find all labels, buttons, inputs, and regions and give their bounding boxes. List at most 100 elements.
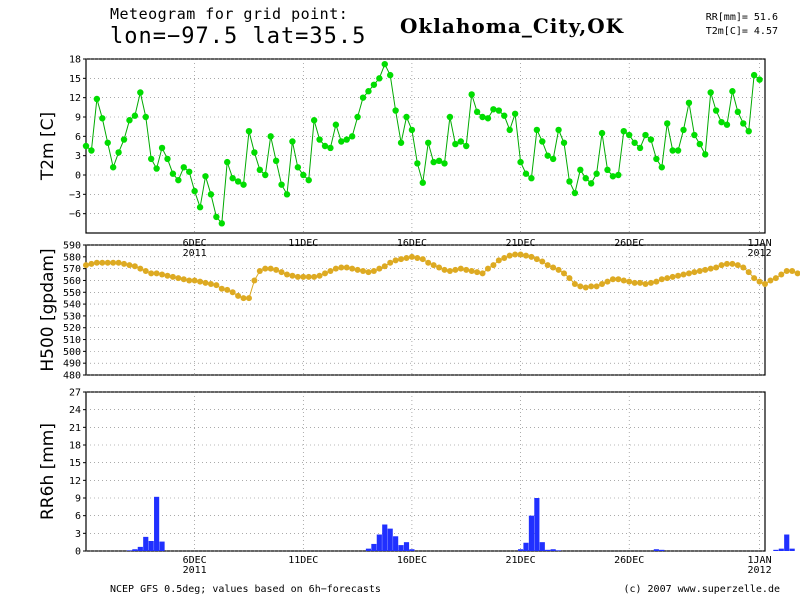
h500-point xyxy=(180,276,187,283)
t2m-point xyxy=(120,136,128,143)
t2m-point xyxy=(251,149,258,156)
t2m-point xyxy=(218,220,225,227)
t2m-point xyxy=(267,133,274,140)
rr6h-bar xyxy=(365,548,372,551)
h500-date-label: 26DEC xyxy=(614,238,644,249)
h500-point xyxy=(159,271,166,278)
h500-point xyxy=(213,282,220,289)
h500-point xyxy=(392,257,399,264)
rr6h-bar xyxy=(398,545,404,551)
h500-point xyxy=(229,289,236,296)
h500-point xyxy=(240,295,247,302)
t2m-point xyxy=(229,175,236,182)
t2m-point xyxy=(750,71,758,79)
h500-point xyxy=(262,265,269,272)
h500-point xyxy=(131,263,138,270)
rr6h-bar xyxy=(778,548,784,551)
h500-point xyxy=(609,276,616,283)
h500-date-label: 11DEC xyxy=(288,238,318,249)
rr6h-bar xyxy=(159,541,165,551)
h500-point xyxy=(642,281,649,287)
h500-point xyxy=(360,268,367,274)
h500-point xyxy=(490,262,497,269)
h500-point xyxy=(224,286,231,293)
t2m-point xyxy=(620,127,627,135)
h500-point xyxy=(647,279,654,286)
h500-point xyxy=(251,277,258,284)
t2m-point xyxy=(653,155,660,163)
h500-point xyxy=(501,255,508,261)
t2m-point xyxy=(283,191,291,198)
h500-point xyxy=(218,285,225,292)
h500-point xyxy=(484,265,491,272)
t2m-point xyxy=(419,179,426,186)
h500-point xyxy=(696,268,703,274)
rr6h-ytick-label: 12 xyxy=(69,476,81,487)
t2m-point xyxy=(153,165,160,172)
h500-ytick-label: 490 xyxy=(63,359,81,370)
h500-point xyxy=(278,269,285,276)
rr6h-bar xyxy=(148,540,154,551)
h500-ytick-label: 520 xyxy=(63,323,81,334)
rr6h-bar xyxy=(517,549,524,551)
footer-source: NCEP GFS 0.5deg; values based on 6h−fore… xyxy=(110,584,381,595)
h500-point xyxy=(588,283,595,290)
h500-ytick-label: 540 xyxy=(63,300,81,311)
t2m-point xyxy=(484,115,492,122)
h500-point xyxy=(544,262,551,269)
t2m-point xyxy=(740,120,747,127)
t2m-point xyxy=(338,138,345,145)
h500-point xyxy=(772,275,779,282)
t2m-point xyxy=(729,88,736,95)
t2m-point xyxy=(441,160,448,167)
rr6h-date-label: 21DEC xyxy=(506,555,536,566)
t2m-point xyxy=(501,112,508,119)
t2m-point xyxy=(224,158,231,166)
t2m-point xyxy=(495,107,503,114)
h500-ytick-label: 560 xyxy=(63,276,81,287)
t2m-series-line xyxy=(85,62,760,225)
h500-point xyxy=(419,256,426,263)
t2m-ytick-label: 3 xyxy=(75,151,81,162)
h500-point xyxy=(441,266,448,273)
h500-point xyxy=(550,264,557,271)
rr6h-ytick-label: 24 xyxy=(69,405,81,416)
rr6h-ytick-label: 27 xyxy=(69,388,81,399)
h500-point xyxy=(332,265,339,272)
t2m-point xyxy=(202,173,209,180)
rr6h-bar xyxy=(653,549,659,551)
t2m-point xyxy=(647,136,655,143)
t2m-ytick-label: −3 xyxy=(69,190,81,201)
t2m-point xyxy=(549,155,557,163)
t2m-point xyxy=(93,95,101,103)
h500-point xyxy=(539,258,546,265)
t2m-point xyxy=(300,171,307,179)
rr6h-ytick-label: 21 xyxy=(69,423,81,434)
h500-point xyxy=(104,259,111,266)
h500-point xyxy=(745,269,752,276)
h500-point xyxy=(713,264,720,271)
t2m-point xyxy=(680,126,687,134)
h500-point xyxy=(338,264,345,271)
t2m-point xyxy=(147,155,155,163)
t2m-point xyxy=(99,115,106,122)
t2m-point xyxy=(691,131,698,139)
h500-point xyxy=(414,255,421,261)
h500-point xyxy=(283,271,290,278)
t2m-point xyxy=(566,178,573,185)
t2m-point xyxy=(321,142,329,150)
t2m-point xyxy=(109,164,117,171)
h500-point xyxy=(430,262,437,269)
h500-point xyxy=(207,281,214,287)
h500-point xyxy=(734,262,741,269)
rr6h-bar xyxy=(409,549,415,551)
h500-date-label: 1JAN xyxy=(748,238,772,249)
t2m-point xyxy=(473,108,481,116)
h500-point xyxy=(245,295,252,302)
t2m-point xyxy=(115,149,122,156)
t2m-point xyxy=(712,107,720,114)
h500-point xyxy=(718,262,725,269)
t2m-point xyxy=(718,118,725,126)
h500-point xyxy=(83,262,89,269)
